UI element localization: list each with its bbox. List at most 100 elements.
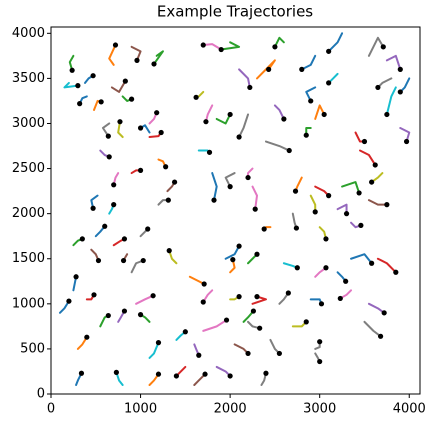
end-point [69, 67, 75, 73]
end-point [337, 295, 343, 302]
end-point [236, 134, 242, 140]
trajectory [385, 86, 397, 116]
end-point [343, 278, 349, 284]
trajectory [229, 258, 236, 274]
trajectory [75, 372, 83, 386]
end-point [91, 292, 97, 298]
end-point [111, 202, 117, 208]
end-point [252, 206, 258, 212]
end-point [247, 84, 253, 91]
end-point [293, 225, 300, 231]
end-point [317, 339, 323, 345]
end-point [292, 188, 299, 194]
trajectory [273, 104, 285, 120]
x-tick-label: 0 [47, 402, 55, 417]
end-point [200, 299, 206, 305]
end-point [158, 129, 164, 136]
end-point [201, 281, 207, 287]
end-point [155, 371, 162, 377]
trajectory [130, 45, 142, 62]
end-point [140, 257, 146, 264]
end-point [272, 44, 278, 50]
trajectory [358, 149, 377, 166]
end-point [66, 298, 72, 304]
x-tick-label: 4000 [393, 402, 426, 417]
trajectory [115, 371, 124, 386]
trajectory [305, 86, 317, 102]
end-point [358, 222, 364, 228]
trajectory [363, 320, 382, 338]
end-point [294, 265, 300, 271]
y-tick-label: 3500 [12, 71, 45, 86]
trajectory [76, 336, 88, 350]
y-tick-label: 1500 [12, 251, 45, 266]
end-point [308, 98, 314, 104]
end-point [90, 205, 96, 211]
end-point [122, 78, 128, 84]
end-point [393, 269, 399, 275]
end-point [326, 48, 332, 54]
end-point [111, 182, 117, 188]
end-point [77, 101, 83, 107]
end-point [84, 334, 90, 340]
end-point [263, 370, 269, 376]
end-point [384, 111, 390, 118]
end-point [230, 257, 236, 263]
end-point [202, 371, 208, 377]
end-point [285, 290, 291, 296]
end-point [78, 370, 85, 376]
end-point [203, 119, 209, 125]
trajectory [327, 32, 344, 53]
end-point [113, 369, 119, 375]
end-point [95, 257, 102, 264]
trajectory [215, 113, 232, 125]
end-point [261, 226, 267, 232]
end-point [227, 184, 233, 190]
end-point [165, 197, 171, 203]
end-point [171, 179, 178, 185]
end-point [377, 333, 384, 339]
end-point [317, 358, 323, 365]
trajectory [224, 172, 236, 188]
trajectory [314, 104, 326, 120]
trajectory [376, 257, 397, 274]
end-point [318, 301, 325, 307]
end-point [227, 111, 233, 118]
trajectory [341, 181, 361, 194]
end-point [120, 257, 127, 264]
y-tick-label: 1000 [12, 296, 45, 311]
end-point [361, 138, 368, 145]
end-point [250, 308, 257, 314]
end-point [206, 149, 213, 155]
end-point [173, 373, 179, 379]
end-point [299, 66, 305, 72]
trajectory [224, 245, 241, 260]
x-tick-label: 1000 [124, 402, 157, 417]
end-point [90, 73, 96, 79]
end-point [326, 80, 332, 86]
trajectory [367, 302, 386, 314]
trajectory [399, 126, 411, 143]
end-point [380, 44, 386, 50]
end-point [105, 312, 111, 319]
y-tick-label: 500 [20, 341, 45, 356]
end-point [218, 46, 224, 53]
end-point [369, 179, 375, 185]
end-point [381, 310, 387, 316]
end-point [134, 57, 140, 63]
plot-frame [50, 26, 421, 395]
end-point [121, 308, 128, 314]
y-tick-label: 3000 [12, 116, 45, 131]
chart-title: Example Trajectories [157, 3, 313, 21]
end-point [384, 202, 390, 208]
end-point [254, 251, 260, 257]
end-point [112, 42, 119, 48]
end-point [312, 209, 318, 215]
end-point [236, 243, 242, 249]
end-point [276, 350, 282, 357]
end-point [79, 236, 85, 242]
end-point [106, 154, 112, 160]
end-point [369, 260, 375, 266]
end-point [397, 89, 403, 95]
trajectory [135, 294, 155, 305]
